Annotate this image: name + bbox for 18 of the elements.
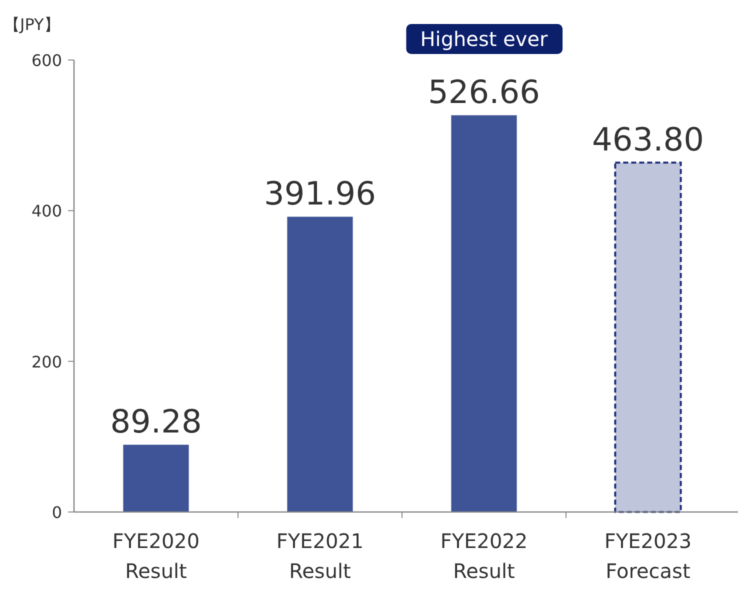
bar bbox=[123, 444, 189, 512]
x-tick-label: FYE2023 Forecast bbox=[604, 529, 692, 583]
x-tick-label: FYE2020 Result bbox=[112, 529, 200, 583]
y-tick-label: 400 bbox=[31, 202, 62, 221]
y-tick-label: 0 bbox=[52, 503, 62, 522]
data-label: 463.80 bbox=[592, 120, 704, 159]
bar bbox=[614, 162, 682, 513]
y-axis-title: 【JPY】 bbox=[4, 15, 60, 34]
y-tick-label: 600 bbox=[31, 51, 62, 70]
data-label: 391.96 bbox=[264, 174, 376, 213]
y-tick-label: 200 bbox=[31, 352, 62, 372]
x-tick-label: FYE2022 Result bbox=[440, 529, 528, 583]
bar bbox=[451, 115, 517, 512]
data-label: 526.66 bbox=[428, 73, 540, 112]
x-tick-label: FYE2021 Result bbox=[276, 529, 364, 583]
bar bbox=[287, 216, 353, 512]
text: Highest ever bbox=[420, 27, 549, 51]
data-label: 89.28 bbox=[110, 402, 202, 441]
